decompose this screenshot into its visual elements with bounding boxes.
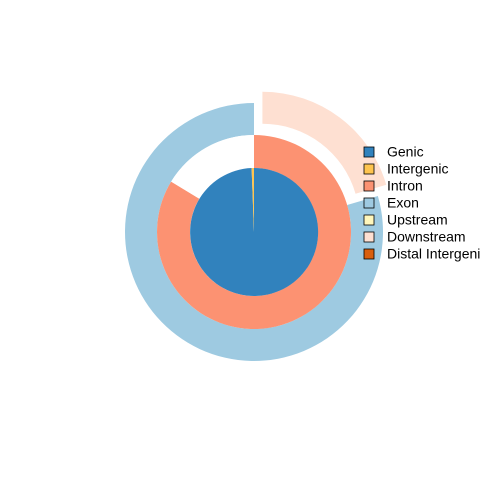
legend-label-genic: Genic (387, 144, 424, 160)
legend-swatch-genic (363, 146, 375, 158)
slice-white-gap (171, 135, 254, 199)
slice-intron (157, 135, 352, 330)
legend-label-exon: Exon (387, 195, 419, 211)
legend-label-distal-intergenic: Distal Intergenic (387, 246, 480, 262)
legend-swatch-downstream (363, 231, 375, 243)
legend-swatch-distal-intergenic (363, 248, 375, 260)
legend-swatch-intergenic (363, 163, 375, 175)
slice-genic (190, 167, 319, 296)
legend-swatch-upstream (363, 214, 375, 226)
legend-label-intron: Intron (387, 178, 423, 194)
legend-swatch-intron (363, 180, 375, 192)
slice-intergenic (251, 168, 254, 232)
legend-label-downstream: Downstream (387, 229, 466, 245)
legend-swatch-exon (363, 197, 375, 209)
legend-label-intergenic: Intergenic (387, 161, 448, 177)
slice-downstream (262, 91, 387, 194)
legend: GenicIntergenicIntronExonUpstreamDownstr… (363, 144, 480, 262)
legend-label-upstream: Upstream (387, 212, 448, 228)
donut-rings (125, 91, 387, 361)
